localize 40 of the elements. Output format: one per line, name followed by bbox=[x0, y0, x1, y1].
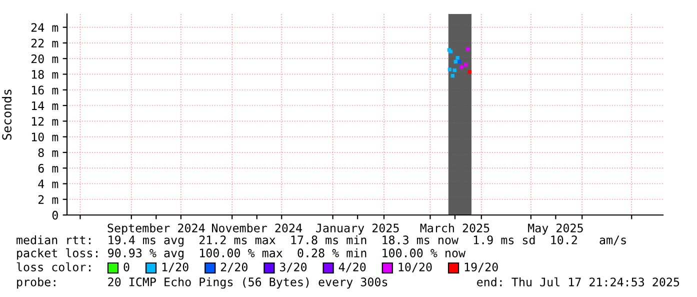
legend-label: 1/20 bbox=[162, 262, 188, 272]
x-tick-label: May 2025 bbox=[528, 224, 583, 235]
text: probe: 20 ICMP Echo Pings (56 Bytes) every 300s bbox=[17, 277, 388, 289]
y-axis-title: Seconds bbox=[2, 90, 12, 140]
legend-label: 0 bbox=[124, 262, 130, 272]
point bbox=[460, 65, 464, 70]
point bbox=[466, 47, 470, 52]
y-tick-label: 12 m bbox=[32, 116, 58, 126]
point bbox=[452, 68, 456, 72]
x-tick-label: September 2024 bbox=[108, 223, 205, 235]
legend-label: 3/20 bbox=[280, 262, 307, 272]
y-tick-label: 14 m bbox=[32, 101, 58, 110]
y-tick-label: 6 m bbox=[38, 164, 58, 173]
text: median rtt: 19.4 ms avg 21.2 ms max 17.8 ms min 18.3 ms now 1.9 ms sd 10.2 am/s bbox=[16, 235, 626, 247]
y-tick-label: 22 m bbox=[31, 38, 58, 48]
legend-label: 10/20 bbox=[398, 262, 432, 272]
y-tick-label: 8 m bbox=[38, 148, 58, 158]
point bbox=[454, 60, 458, 64]
legend-label: 4/20 bbox=[338, 262, 366, 272]
point bbox=[464, 63, 468, 67]
point bbox=[458, 60, 462, 64]
point bbox=[468, 70, 472, 74]
point bbox=[448, 68, 452, 72]
y-tick-label: 4 m bbox=[38, 180, 58, 188]
x-tick-label: November 2024 bbox=[212, 223, 302, 232]
y-tick-label: 2 m bbox=[38, 195, 58, 204]
legend-title: loss color: bbox=[16, 262, 90, 272]
x-tick-label: January 2025 bbox=[316, 224, 399, 235]
y-tick-label: 18 m bbox=[32, 70, 58, 79]
legend-label: 2/20 bbox=[220, 262, 248, 272]
y-tick-label: 16 m bbox=[32, 86, 58, 94]
point bbox=[456, 56, 460, 60]
text: packet loss: 90.93 % avg 100.00 % max 0.28 % min 100.00 % now bbox=[17, 248, 466, 260]
y-tick-label: 10 m bbox=[32, 132, 58, 142]
y-tick-label: 0 bbox=[52, 210, 58, 220]
y-tick-label: 20 m bbox=[31, 54, 58, 64]
y-tick-label: 24 m bbox=[31, 23, 58, 32]
x-tick-label: March 2025 bbox=[420, 223, 490, 232]
legend-label: 19/20 bbox=[464, 262, 498, 272]
text: end: Thu Jul 17 21:24:53 2025 bbox=[477, 277, 680, 286]
